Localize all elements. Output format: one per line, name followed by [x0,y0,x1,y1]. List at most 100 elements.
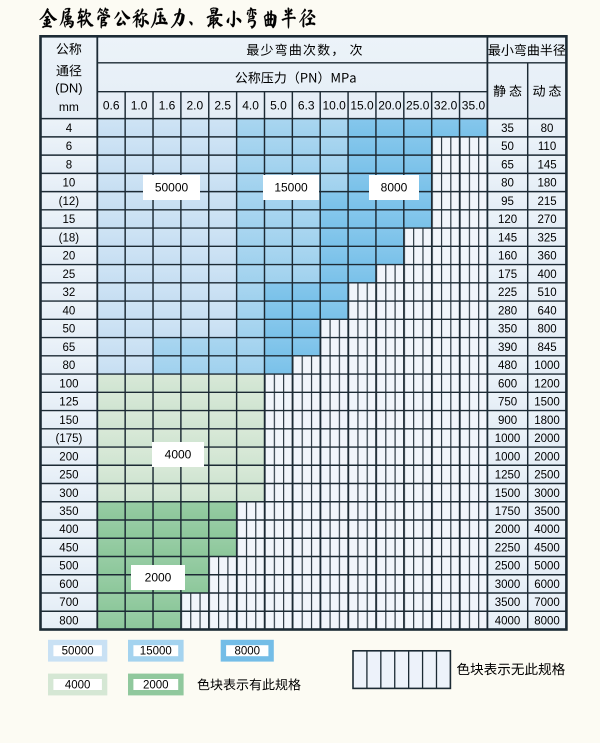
svg-text:325: 325 [537,232,556,244]
svg-text:1000: 1000 [495,451,521,463]
svg-text:150: 150 [59,415,78,427]
svg-text:5000: 5000 [534,561,560,573]
svg-text:80: 80 [501,178,514,190]
svg-text:1200: 1200 [534,378,560,390]
svg-text:800: 800 [537,324,556,336]
svg-text:20.0: 20.0 [378,98,402,112]
svg-text:3000: 3000 [495,579,521,591]
svg-text:500: 500 [59,561,78,573]
svg-text:400: 400 [59,524,78,536]
svg-text:2000: 2000 [143,680,169,692]
svg-text:215: 215 [537,196,556,208]
svg-text:0.6: 0.6 [103,98,120,112]
svg-text:50000: 50000 [62,646,94,658]
svg-text:8000: 8000 [534,615,560,627]
svg-text:120: 120 [498,214,517,226]
svg-text:7000: 7000 [534,597,560,609]
svg-text:1.0: 1.0 [131,98,148,112]
svg-text:110: 110 [538,141,556,153]
svg-text:50000: 50000 [155,181,189,195]
svg-text:3000: 3000 [534,488,560,500]
svg-text:1.6: 1.6 [159,98,176,112]
svg-text:80: 80 [541,123,554,135]
svg-text:280: 280 [498,305,517,317]
svg-text:4000: 4000 [534,524,560,536]
svg-text:145: 145 [498,232,517,244]
svg-text:225: 225 [498,287,517,299]
svg-text:6: 6 [66,141,72,153]
svg-text:2000: 2000 [534,451,560,463]
svg-text:1000: 1000 [495,433,521,445]
svg-text:95: 95 [501,196,514,208]
svg-text:80: 80 [63,360,76,372]
svg-text:4.0: 4.0 [242,98,259,112]
svg-text:300: 300 [59,488,78,500]
svg-text:4000: 4000 [65,680,91,692]
svg-text:6.3: 6.3 [298,98,315,112]
svg-text:390: 390 [498,342,517,354]
svg-text:65: 65 [501,159,514,171]
svg-text:4000: 4000 [495,615,521,627]
svg-text:125: 125 [59,397,78,409]
svg-text:600: 600 [59,579,78,591]
svg-text:400: 400 [537,269,556,281]
svg-text:145: 145 [537,159,556,171]
svg-text:600: 600 [498,378,517,390]
svg-text:2.0: 2.0 [186,98,203,112]
svg-text:6000: 6000 [534,579,560,591]
svg-text:845: 845 [537,342,556,354]
svg-text:3500: 3500 [534,506,560,518]
svg-text:32: 32 [63,287,76,299]
svg-text:1250: 1250 [495,470,521,482]
svg-text:2000: 2000 [534,433,560,445]
svg-text:100: 100 [59,378,78,390]
svg-text:50: 50 [501,141,514,153]
svg-text:(18): (18) [59,232,80,244]
svg-text:640: 640 [537,305,556,317]
svg-text:750: 750 [498,397,517,409]
svg-text:15: 15 [63,214,76,226]
svg-text:360: 360 [537,251,556,263]
svg-text:2500: 2500 [495,561,521,573]
svg-text:25.0: 25.0 [406,98,430,112]
svg-text:1750: 1750 [495,506,521,518]
svg-text:160: 160 [498,251,517,263]
svg-text:2000: 2000 [145,571,172,585]
svg-text:10: 10 [63,178,76,190]
svg-text:10.0: 10.0 [322,98,346,112]
svg-text:50: 50 [63,324,76,336]
svg-text:35.0: 35.0 [462,98,486,112]
svg-text:200: 200 [59,451,78,463]
svg-text:15.0: 15.0 [350,98,374,112]
svg-text:4: 4 [66,123,73,135]
svg-text:350: 350 [59,506,78,518]
svg-text:350: 350 [498,324,517,336]
svg-text:8: 8 [66,159,72,171]
svg-text:4000: 4000 [165,448,192,462]
svg-text:(175): (175) [55,433,82,445]
svg-text:32.0: 32.0 [434,98,458,112]
svg-text:450: 450 [59,542,78,554]
svg-text:480: 480 [498,360,517,372]
svg-text:1000: 1000 [534,360,560,372]
svg-text:65: 65 [63,342,76,354]
svg-text:(12): (12) [59,196,80,208]
svg-text:800: 800 [59,615,78,627]
svg-text:175: 175 [498,269,517,281]
svg-text:40: 40 [63,305,76,317]
svg-text:2.5: 2.5 [214,98,231,112]
svg-text:250: 250 [59,470,78,482]
svg-text:1500: 1500 [495,488,521,500]
svg-text:2500: 2500 [534,470,560,482]
svg-text:3500: 3500 [495,597,521,609]
svg-text:mm: mm [59,100,79,114]
svg-text:510: 510 [537,287,556,299]
svg-text:8000: 8000 [234,646,260,658]
svg-text:5.0: 5.0 [270,98,287,112]
svg-text:35: 35 [501,123,514,135]
svg-text:1800: 1800 [534,415,560,427]
svg-text:15000: 15000 [274,181,308,195]
svg-text:1500: 1500 [534,397,560,409]
svg-text:180: 180 [537,178,556,190]
svg-text:900: 900 [498,415,517,427]
